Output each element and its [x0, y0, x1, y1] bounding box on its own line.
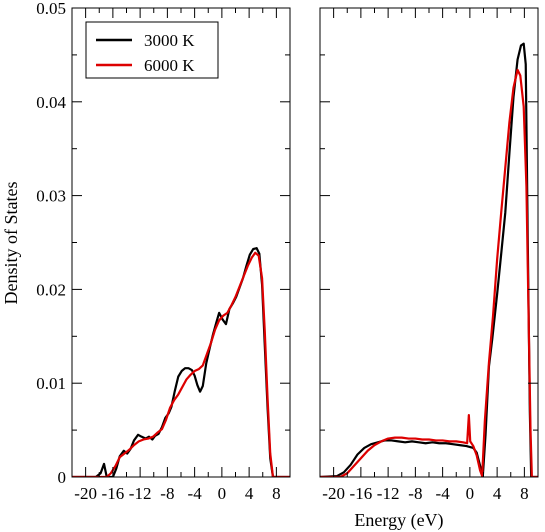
y-tick-label: 0.01 [36, 374, 66, 393]
legend-label-3000k: 3000 K [144, 31, 195, 50]
series-line-left-6000k [72, 251, 290, 477]
y-tick-label: 0 [58, 468, 67, 487]
x-tick-label-left: -8 [160, 484, 174, 503]
series-line-right-6000k [320, 68, 538, 477]
x-tick-label-left: -20 [74, 484, 97, 503]
x-tick-label-right: 8 [520, 484, 529, 503]
legend: 3000 K 6000 K [85, 21, 219, 79]
x-tick-label-right: -20 [322, 484, 345, 503]
x-tick-label-left: 8 [272, 484, 281, 503]
panel-left: -20 -16 -12 -8 -4 0 4 800.010.020.030.040.05 [36, 0, 291, 503]
y-tick-label: 0.03 [36, 187, 66, 206]
panels: -20 -16 -12 -8 -4 0 4 800.010.020.030.040.05-20… [36, 0, 539, 503]
x-tick-label-right: -16 [350, 484, 373, 503]
x-tick-label-right: -8 [408, 484, 422, 503]
legend-box [85, 21, 219, 79]
x-tick-label-right: -4 [436, 484, 451, 503]
x-tick-label-left: -12 [129, 484, 152, 503]
x-tick-label-right: 4 [493, 484, 502, 503]
y-tick-label: 0.04 [36, 93, 66, 112]
x-tick-label-left: -4 [188, 484, 203, 503]
panel-right: -20 -16 -12 -8 -4 0 4 8 [319, 7, 539, 503]
y-tick-label: 0.05 [36, 0, 66, 18]
x-axis-label: Energy (eV) [354, 510, 443, 531]
x-tick-label-right: -12 [377, 484, 400, 503]
legend-label-6000k: 6000 K [144, 56, 195, 75]
x-tick-label-left: -16 [102, 484, 125, 503]
series-line-left-3000k [72, 247, 290, 477]
plot-frame-right [319, 7, 539, 478]
x-tick-label-right: 0 [466, 484, 475, 503]
x-tick-label-left: 0 [218, 484, 227, 503]
y-tick-label: 0.02 [36, 280, 66, 299]
x-tick-label-left: 4 [245, 484, 254, 503]
series-line-right-3000k [320, 42, 538, 477]
y-axis-label: Density of States [1, 182, 21, 305]
